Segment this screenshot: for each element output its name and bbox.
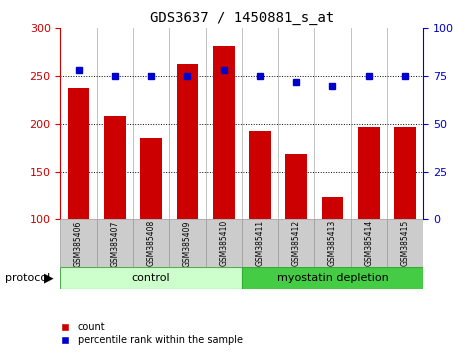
Text: GSM385407: GSM385407 [110,220,120,267]
Bar [206,219,242,267]
Text: ▶: ▶ [44,272,53,284]
Bar [286,154,307,315]
Text: GSM385408: GSM385408 [146,220,156,267]
Bar [133,219,169,267]
Bar [242,219,278,267]
Text: GSM385413: GSM385413 [328,220,337,267]
Bar [358,127,379,315]
Bar [249,131,271,315]
Text: GSM385414: GSM385414 [364,220,373,267]
Text: GSM385411: GSM385411 [255,220,265,267]
Text: control: control [132,273,171,283]
Bar [314,219,351,267]
Bar [97,219,133,267]
Bar [104,116,126,315]
Text: GSM385406: GSM385406 [74,220,83,267]
Legend: count, percentile rank within the sample: count, percentile rank within the sample [51,319,246,349]
Text: GSM385412: GSM385412 [292,220,301,267]
Bar [140,138,162,315]
Text: GSM385415: GSM385415 [400,220,410,267]
Bar [60,219,97,267]
Text: GSM385409: GSM385409 [183,220,192,267]
Text: protocol: protocol [5,273,50,283]
Title: GDS3637 / 1450881_s_at: GDS3637 / 1450881_s_at [150,11,334,24]
Bar [278,219,314,267]
Bar [242,267,423,289]
Bar [387,219,423,267]
Bar [351,219,387,267]
Bar [394,127,416,315]
Text: GSM385410: GSM385410 [219,220,228,267]
Bar [177,64,198,315]
Bar [60,267,242,289]
Text: myostatin depletion: myostatin depletion [277,273,388,283]
Bar [68,87,89,315]
Bar [322,196,343,315]
Bar [213,46,234,315]
Bar [169,219,206,267]
